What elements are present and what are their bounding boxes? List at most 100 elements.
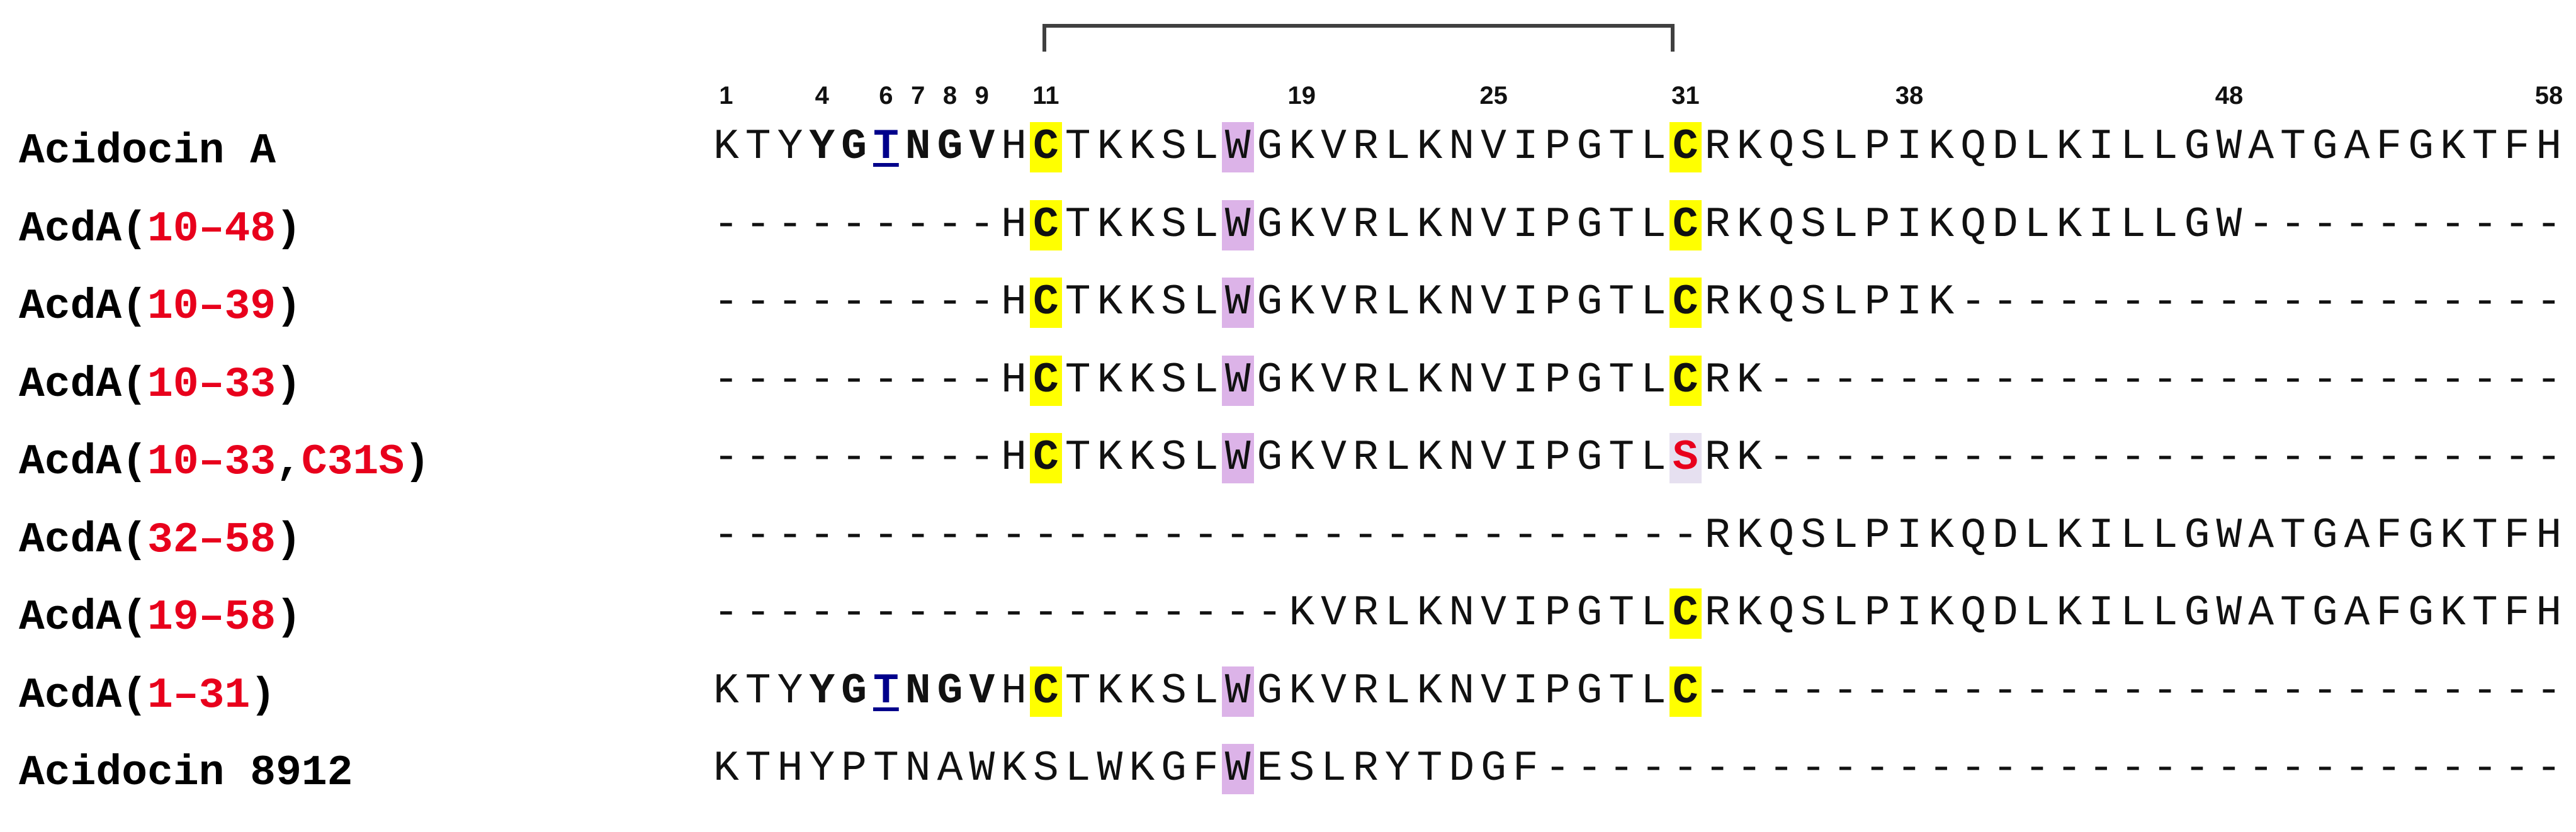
residue: K <box>1289 589 1315 638</box>
alignment-gap: - <box>809 278 835 327</box>
residue: L <box>2120 123 2146 171</box>
residue: Q <box>1768 123 1795 171</box>
alignment-gap: - <box>2248 666 2274 716</box>
residue: I <box>2088 200 2115 249</box>
alignment-gap: - <box>841 589 867 638</box>
alignment-gap: - <box>1800 356 1826 405</box>
alignment-gap: - <box>1257 589 1283 638</box>
residue: V <box>1321 200 1347 249</box>
residue: I <box>1512 589 1539 638</box>
residue: T <box>1608 123 1635 171</box>
alignment-row: AcdA(32–58) - - - - - - - - - - - - - - - - - - - - - - - - - - - - -… <box>0 502 2576 565</box>
peptide-name-part: ) <box>276 515 302 565</box>
residue: K <box>1416 589 1443 638</box>
alignment-gap: - <box>2471 434 2498 482</box>
residue: I <box>2088 589 2115 638</box>
alignment-gap: - <box>2471 278 2498 327</box>
residue: I <box>1896 123 1923 171</box>
residue: I <box>1512 434 1539 482</box>
alignment-gap: - <box>713 356 739 405</box>
alignment-gap: - <box>2184 434 2210 482</box>
residue-number-1: 1 <box>719 82 733 110</box>
residue: P <box>1544 278 1571 327</box>
residue: D <box>1992 511 2018 560</box>
bold-residue: V <box>969 123 995 171</box>
residue: S <box>1161 278 1187 327</box>
alignment-gap: - <box>841 511 867 560</box>
peptide-name-part: AcdA( <box>19 438 148 486</box>
residue: D <box>1992 123 2018 171</box>
alignment-gap: - <box>745 589 771 638</box>
alignment-gap: - <box>745 356 771 405</box>
alignment-gap: - <box>2376 745 2402 793</box>
residue: I <box>2088 123 2115 171</box>
residue: K <box>713 666 739 716</box>
alignment-gap: - <box>2344 434 2370 482</box>
residue: Q <box>1960 200 1986 249</box>
residue: K <box>2440 511 2466 560</box>
residue: Q <box>1768 511 1795 560</box>
residue: K <box>1289 200 1315 249</box>
residue: V <box>1321 589 1347 638</box>
alignment-gap: - <box>2504 745 2530 793</box>
peptide-name-part: ) <box>276 360 302 409</box>
residue: R <box>1352 356 1379 405</box>
residue: G <box>1576 123 1603 171</box>
residue: Y <box>1384 745 1411 793</box>
residue: K <box>1416 278 1443 327</box>
alignment-gap: - <box>1768 666 1795 716</box>
residue: S <box>1032 745 1059 793</box>
alignment-gap: - <box>713 278 739 327</box>
alignment-gap: - <box>2088 356 2115 405</box>
alignment-gap: - <box>1960 434 1986 482</box>
residue: L <box>2024 589 2050 638</box>
residue: W <box>2216 589 2242 638</box>
residue: R <box>1704 511 1731 560</box>
residue: L <box>1065 745 1091 793</box>
residue: H <box>1001 666 1027 716</box>
alignment-gap: - <box>1960 278 1986 327</box>
residue: T <box>745 666 771 716</box>
residue: F <box>2504 123 2530 171</box>
residue: H <box>2536 511 2562 560</box>
residue: I <box>1896 200 1923 249</box>
alignment-gap: - <box>2312 356 2338 405</box>
residue: Q <box>1768 200 1795 249</box>
residue: T <box>1608 278 1635 327</box>
alignment-gap: - <box>1481 511 1506 560</box>
residue: K <box>2056 123 2082 171</box>
residue: G <box>1257 200 1283 249</box>
alignment-gap: - <box>2344 666 2370 716</box>
alignment-gap: - <box>1800 666 1826 716</box>
bold-residue: G <box>937 123 963 171</box>
residue: K <box>1928 278 1955 327</box>
alignment-gap: - <box>969 511 995 560</box>
peptide-range-label: 32–58 <box>147 515 276 565</box>
alignment-gap: - <box>2440 200 2466 249</box>
residue: G <box>2184 200 2210 249</box>
residue: T <box>1065 666 1091 716</box>
cysteine-residue-highlight: C <box>1029 666 1062 717</box>
alignment-gap: - <box>2152 666 2178 716</box>
bold-residue: G <box>841 666 867 716</box>
residue: K <box>2056 589 2082 638</box>
peptide-name-part: ) <box>250 671 276 720</box>
residue: E <box>1257 745 1283 793</box>
alignment-gap: - <box>1608 745 1635 793</box>
residue: R <box>1704 589 1731 638</box>
residue: T <box>873 745 899 793</box>
alignment-gap: - <box>1960 745 1986 793</box>
residue: K <box>1736 123 1763 171</box>
peptide-name: AcdA(10–39) <box>19 283 302 331</box>
underlined-residue: T <box>873 666 899 716</box>
residue: P <box>1544 200 1571 249</box>
tryptophan-residue-highlight: W <box>1221 278 1254 328</box>
alignment-gap: - <box>2152 745 2178 793</box>
alignment-gap: - <box>937 511 963 560</box>
tryptophan-residue-highlight: W <box>1221 122 1254 172</box>
alignment-gap: - <box>1192 589 1219 638</box>
alignment-gap: - <box>2088 666 2115 716</box>
residue: L <box>1192 666 1219 716</box>
residue: G <box>2184 589 2210 638</box>
